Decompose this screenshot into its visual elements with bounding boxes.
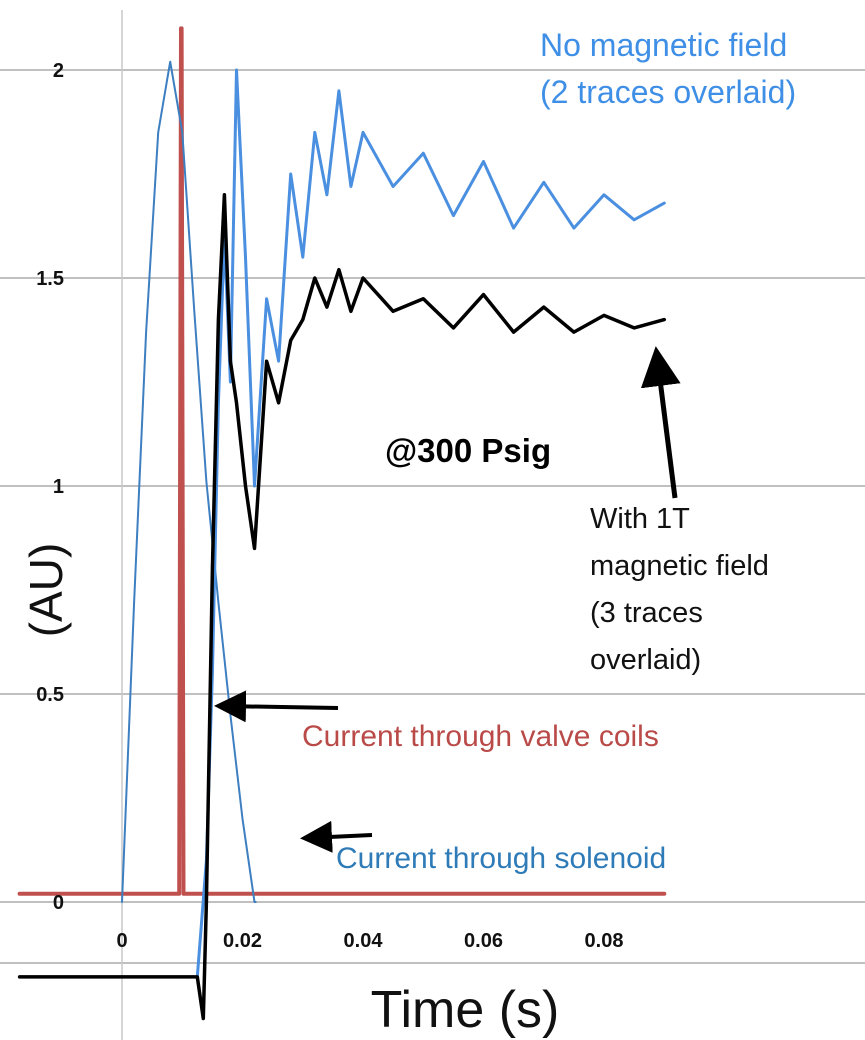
y-tick-label: 1.5 [36, 268, 64, 290]
arrow-solenoid [300, 820, 373, 853]
y-tick-label: 1 [53, 476, 64, 498]
series-layer [17, 26, 667, 1021]
annotation-no-field-line1: No magnetic field [540, 27, 787, 63]
grid [0, 10, 865, 1040]
series-line-no-field [18, 68, 666, 979]
arrow-valve [214, 690, 339, 723]
series-line-with-field [17, 193, 667, 1021]
annotation-with-field-line1: With 1T [590, 503, 690, 535]
y-tick-label: 0 [53, 892, 64, 914]
annotation-with-field-line4: overlaid) [590, 644, 701, 676]
x-tick-label: 0 [116, 930, 127, 952]
x-tick-label: 0.06 [464, 930, 503, 952]
y-tick-label: 2 [53, 60, 64, 82]
y-axis-label: (AU) [20, 543, 72, 638]
series-line-valve [17, 26, 667, 896]
x-tick-label: 0.04 [344, 930, 384, 952]
tick-labels: 0 0.5 1 1.5 2 0 0.02 0.04 0.06 0.08 [36, 60, 623, 952]
annotation-with-field-line2: magnetic field [590, 550, 769, 582]
y-tick-label: 0.5 [36, 684, 64, 706]
annotation-valve: Current through valve coils [302, 720, 659, 753]
series-line-solenoid [121, 60, 257, 903]
arrow-with-field [640, 346, 681, 499]
x-tick-label: 0.08 [585, 930, 624, 952]
annotation-with-field-line3: (3 traces [590, 597, 703, 629]
x-tick-label: 0.02 [223, 930, 262, 952]
annotation-solenoid: Current through solenoid [336, 842, 666, 875]
annotation-no-field-line2: (2 traces overlaid) [540, 74, 796, 110]
annotation-pressure: @300 Psig [385, 432, 551, 469]
x-axis-label: Time (s) [371, 981, 560, 1039]
